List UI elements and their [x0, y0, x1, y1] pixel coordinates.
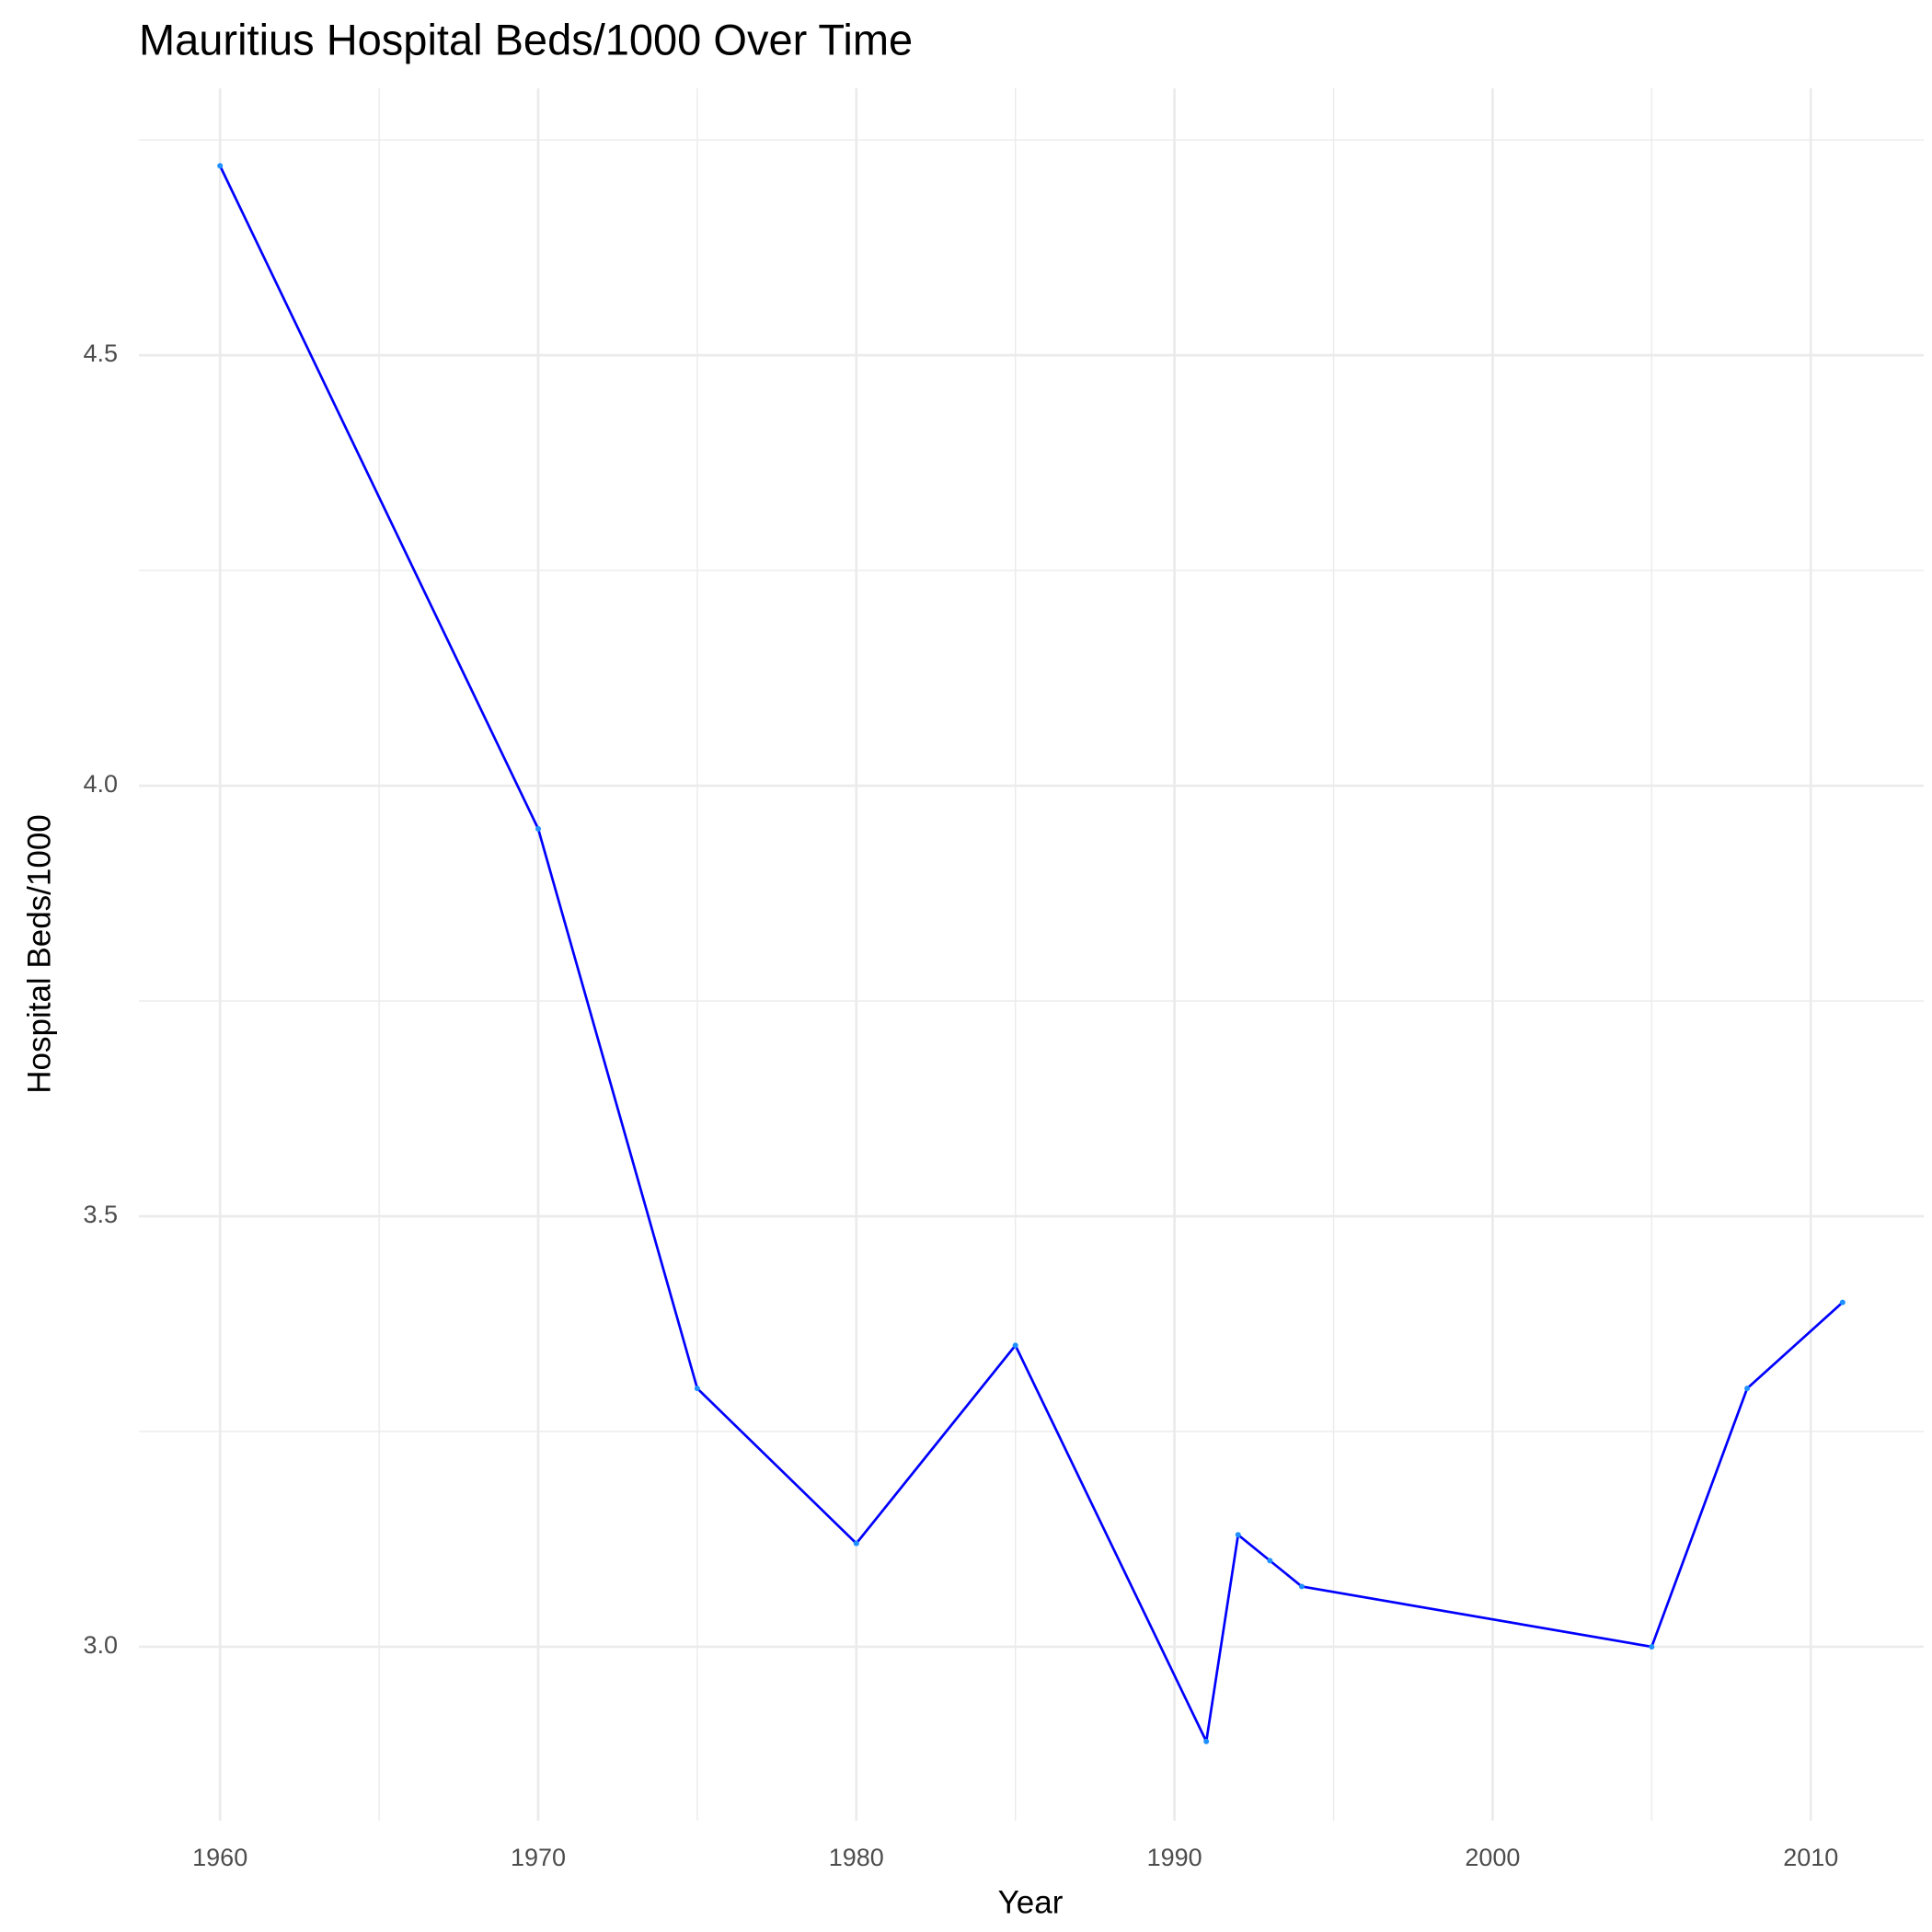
- data-point: [1839, 1299, 1846, 1305]
- chart-title: Mauritius Hospital Beds/1000 Over Time: [139, 15, 913, 63]
- data-point: [1298, 1583, 1305, 1590]
- y-tick-label: 4.0: [83, 770, 118, 798]
- x-tick-label: 1990: [1147, 1844, 1202, 1871]
- data-point: [1649, 1643, 1655, 1650]
- x-tick-label: 1960: [192, 1844, 247, 1871]
- data-point: [1744, 1386, 1751, 1392]
- data-point: [694, 1386, 700, 1392]
- data-point: [217, 163, 224, 169]
- y-tick-label: 4.5: [83, 339, 118, 367]
- x-tick-label: 1970: [511, 1844, 566, 1871]
- data-point: [535, 825, 541, 832]
- y-tick-label: 3.5: [83, 1201, 118, 1228]
- x-tick-label: 1980: [829, 1844, 884, 1871]
- data-point: [853, 1540, 859, 1547]
- y-axis-title: Hospital Beds/1000: [21, 814, 57, 1094]
- data-line: [218, 165, 1844, 1743]
- data-point: [1012, 1342, 1018, 1349]
- data-point: [1203, 1738, 1210, 1744]
- data-point: [1267, 1558, 1273, 1564]
- y-tick-label: 3.0: [83, 1631, 118, 1659]
- x-axis-title: Year: [998, 1884, 1064, 1920]
- x-tick-label: 2010: [1783, 1844, 1838, 1871]
- x-tick-label: 2000: [1465, 1844, 1520, 1871]
- data-point: [1235, 1532, 1241, 1538]
